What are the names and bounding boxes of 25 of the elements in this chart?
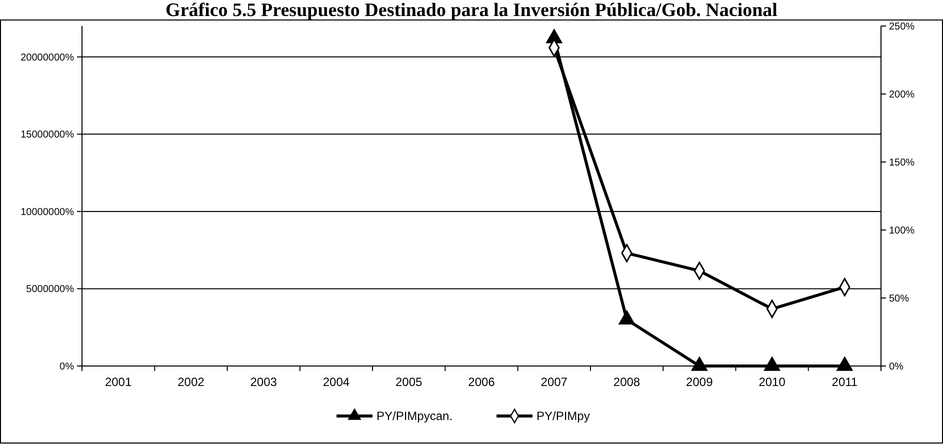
y-tick-label: 10000000%	[20, 206, 74, 218]
x-tick-label: 2005	[396, 375, 423, 389]
y-tick-label: 15000000%	[20, 130, 74, 141]
legend-label: PY/PIMpycan.	[376, 409, 453, 424]
x-tick-label: 2006	[468, 375, 496, 389]
y2-tick-label: 100%	[889, 226, 915, 236]
legend-label: PY/PIMpy	[536, 409, 590, 424]
x-tick-label: 2011	[832, 375, 858, 389]
x-tick-label: 2003	[250, 375, 278, 389]
y2-tick-label: 50%	[889, 294, 910, 304]
x-tick-label: 2009	[686, 375, 714, 389]
y2-tick-label: 200%	[889, 90, 915, 100]
y-tick-label: 5000000%	[26, 284, 74, 296]
x-tick-label: 2004	[322, 375, 350, 389]
x-tick-label: 2007	[540, 375, 568, 389]
y2-tick-label: 250%	[889, 22, 915, 32]
y2-tick-label: 0%	[889, 362, 904, 372]
x-tick-label: 2008	[613, 375, 640, 389]
chart-title: Gráfico 5.5 Presupuesto Destinado para la Inversión Pública/Gob. Nacional	[166, 0, 778, 21]
x-tick-label: 2010	[758, 375, 786, 389]
y2-tick-label: 150%	[889, 158, 915, 168]
x-tick-label: 2001	[104, 375, 132, 389]
y-tick-label: 0%	[60, 362, 74, 372]
x-tick-label: 2002	[178, 375, 205, 389]
y-tick-label: 20000000%	[20, 52, 74, 64]
